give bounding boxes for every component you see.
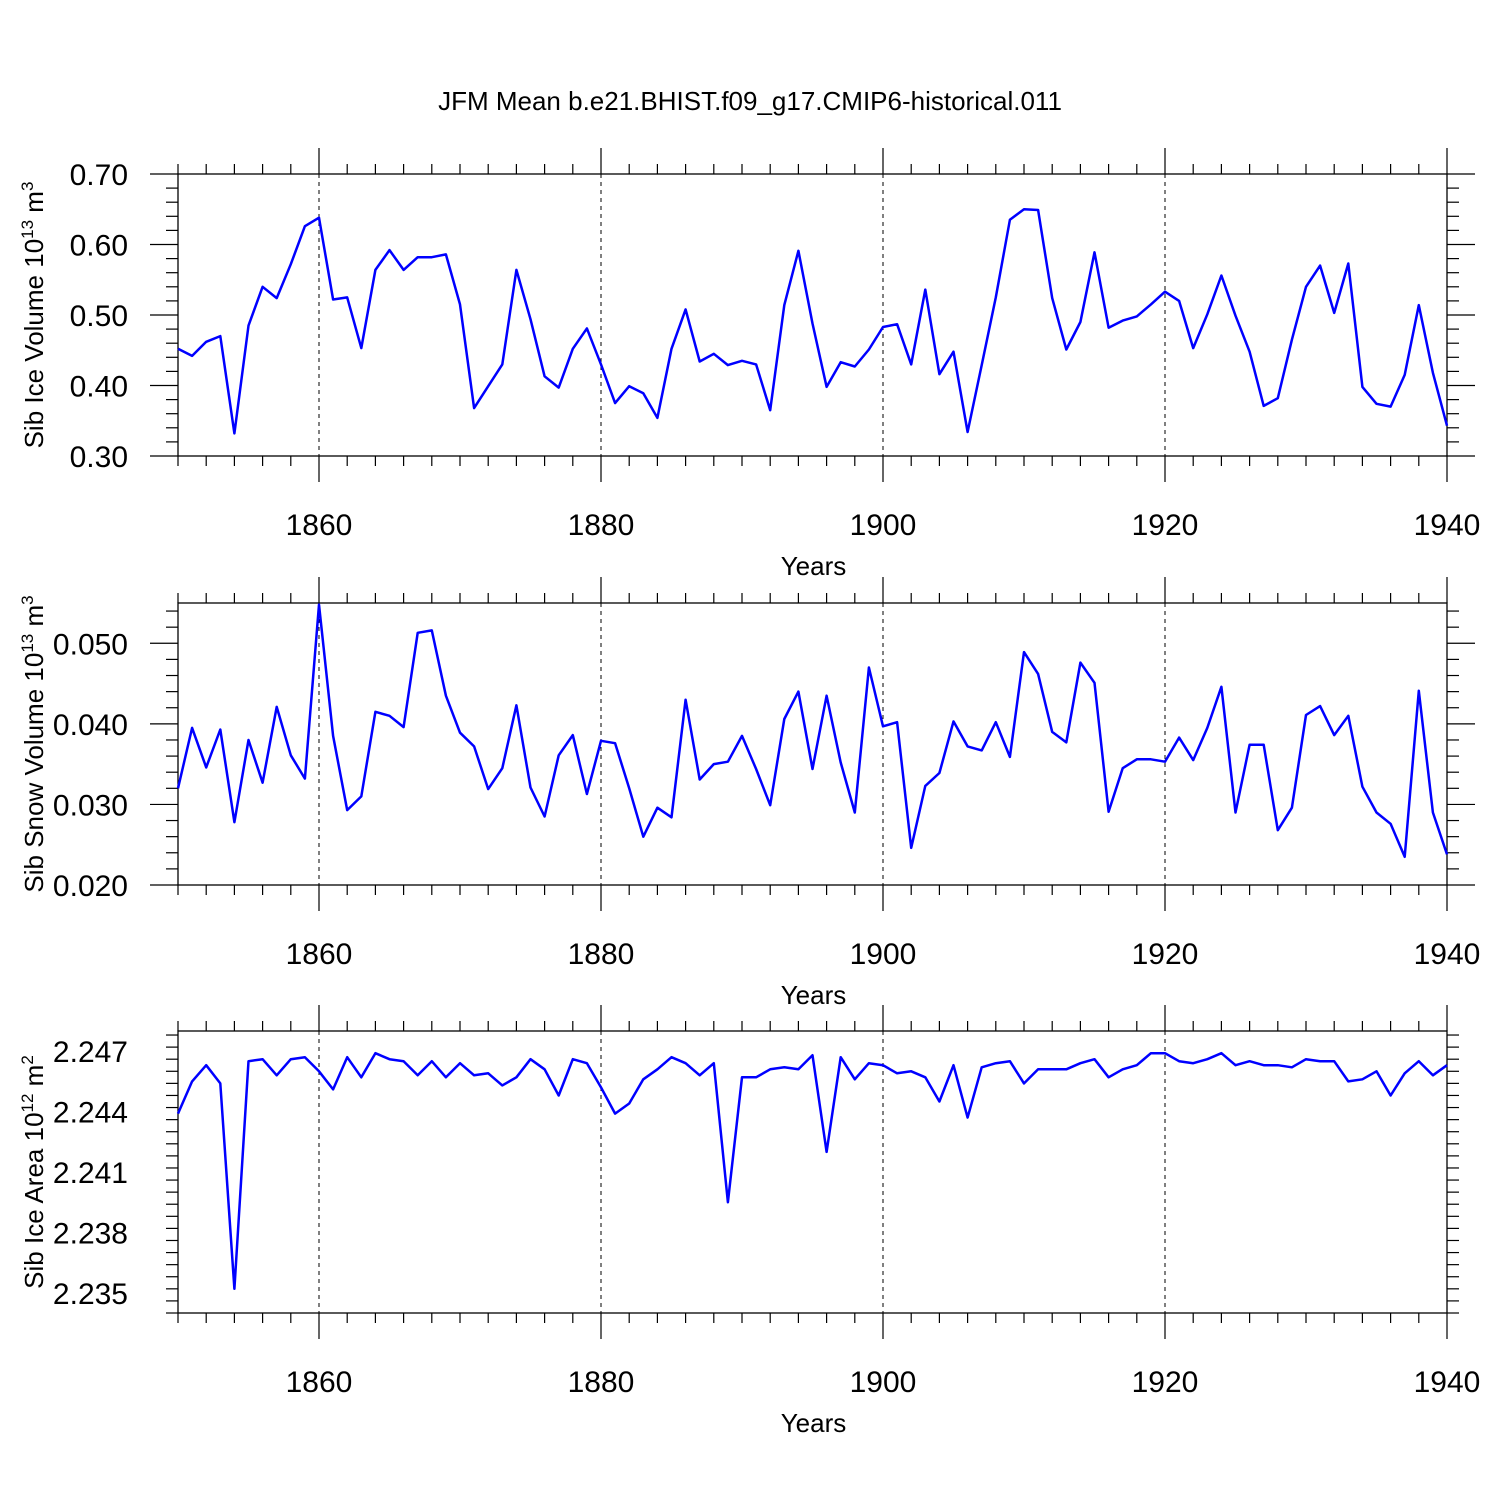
y-axis-label: Sib Snow Volume 1013 m3: [18, 595, 49, 892]
y-tick-label: 2.247: [53, 1036, 128, 1069]
series-line-snow-volume: [176, 603, 1449, 859]
series-line-ice-volume: [177, 207, 1449, 435]
y-axis-label-ylabel-unit-exp: 3: [18, 182, 37, 191]
x-axis-label: Years: [781, 980, 847, 1010]
y-tick-label: 2.241: [53, 1157, 128, 1190]
y-tick-label: 0.60: [70, 230, 128, 263]
y-axis-label-ylabel-unit: m: [19, 191, 49, 220]
x-tick-label: 1920: [1132, 509, 1199, 542]
y-tick-label: 2.235: [53, 1278, 128, 1311]
x-axis-label: Years: [781, 1408, 847, 1438]
y-axis-label: Sib Ice Volume 1013 m3: [18, 182, 49, 449]
y-tick-label: 0.030: [53, 789, 128, 822]
x-tick-label: 1880: [568, 509, 635, 542]
x-tick-label: 1940: [1414, 938, 1481, 971]
series-line-ice-area: [176, 1051, 1448, 1291]
x-tick-label: 1860: [286, 938, 353, 971]
y-tick-label: 2.238: [53, 1217, 128, 1250]
plot-frame: [177, 602, 1448, 886]
x-tick-label: 1860: [286, 1366, 353, 1399]
y-axis-label-ylabel-exp: 13: [18, 220, 37, 239]
y-tick-label: 0.50: [70, 300, 128, 333]
x-tick-label: 1880: [568, 1366, 635, 1399]
y-tick-label: 0.40: [70, 371, 128, 404]
y-axis-label-ylabel-unit-exp: 3: [18, 595, 37, 604]
panel-ice-area: 1860 1880 1900 1920 1940 Years 2.235 2.238 2.241…: [18, 1005, 1480, 1438]
x-tick-label: 1940: [1414, 1366, 1481, 1399]
x-tick-label: 1880: [568, 938, 635, 971]
x-tick-label: 1900: [850, 1366, 917, 1399]
y-axis-label-ylabel-unit: m: [19, 1065, 49, 1094]
x-tick-label: 1900: [850, 938, 917, 971]
x-tick-label: 1860: [286, 509, 353, 542]
panel-snow-volume: 1860 1880 1900 1920 1940 Years 0.020 0.030 0.040…: [18, 577, 1480, 1010]
y-axis-label-ylabel-main: Sib Snow Volume 10: [19, 653, 49, 893]
y-tick-label: 0.050: [53, 628, 128, 661]
plot-frame: [177, 1030, 1448, 1314]
y-tick-label: 0.30: [70, 441, 128, 474]
y-tick-label: 0.70: [70, 159, 128, 192]
y-axis-label-ylabel-unit-exp: 2: [18, 1055, 37, 1064]
panel-ice-volume: 1860 1880 1900 1920 1940 Years 0.30 0.40 0.50 0.6…: [18, 148, 1480, 581]
y-tick-label: 0.040: [53, 709, 128, 742]
x-tick-label: 1940: [1414, 509, 1481, 542]
x-tick-label: 1920: [1132, 938, 1199, 971]
y-tick-label: 2.244: [53, 1097, 128, 1130]
x-tick-label: 1920: [1132, 1366, 1199, 1399]
y-axis-label-ylabel-unit: m: [19, 605, 49, 634]
y-axis-label: Sib Ice Area 1012 m2: [18, 1055, 49, 1289]
x-tick-label: 1900: [850, 509, 917, 542]
y-axis-label-ylabel-main: Sib Ice Area 10: [19, 1112, 49, 1288]
x-axis-label: Years: [781, 551, 847, 581]
y-tick-label: 0.020: [53, 870, 128, 903]
y-axis-label-ylabel-exp: 12: [18, 1094, 37, 1113]
y-axis-label-ylabel-main: Sib Ice Volume 10: [19, 239, 49, 449]
y-axis-label-ylabel-exp: 13: [18, 634, 37, 653]
chart-title: JFM Mean b.e21.BHIST.f09_g17.CMIP6-histo…: [438, 86, 1062, 116]
